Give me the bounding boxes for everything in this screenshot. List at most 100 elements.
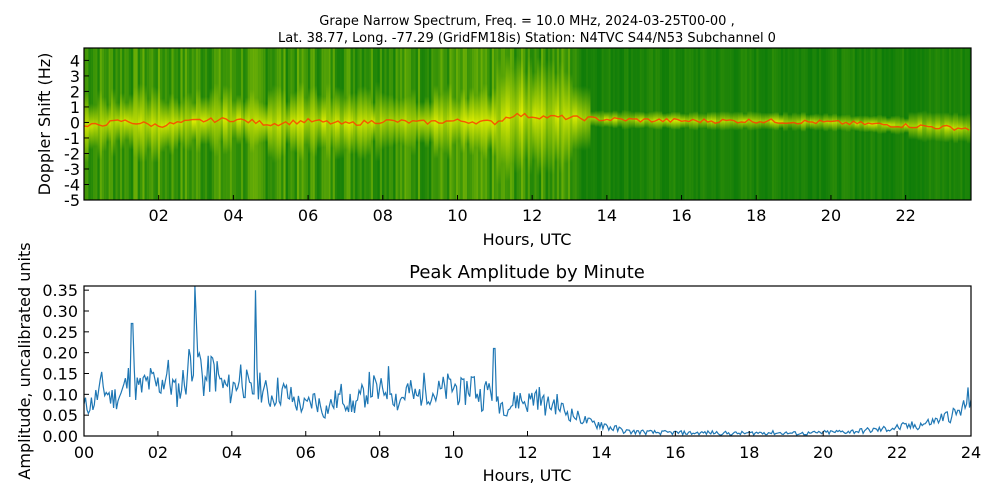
amplitude-y-tick-label: 0.35: [42, 281, 78, 300]
amplitude-chart-title: Peak Amplitude by Minute: [409, 262, 645, 283]
spectrogram-x-ticks: 02 04 06 08 10 12 14 16 18 20 22: [149, 195, 916, 225]
spectrogram-band-column: [828, 114, 833, 131]
spectrogram-band-column: [908, 111, 914, 140]
spectrogram-band-column: [796, 113, 802, 131]
spectrogram-band-column: [357, 86, 362, 160]
amplitude-x-tick-label: 14: [591, 443, 611, 462]
spectrogram-y-tick-label: 0: [70, 113, 80, 132]
spectrogram-band-column: [733, 111, 739, 131]
spectrogram-band-column: [630, 111, 636, 129]
spectrogram-band-column: [84, 91, 89, 163]
spectrogram-band-column: [747, 111, 752, 131]
spectrogram-band-column: [142, 84, 147, 163]
spectrogram-band-column: [128, 93, 134, 150]
spectrogram-band-column: [456, 100, 461, 141]
spectrogram-band-column: [720, 111, 725, 131]
spectrogram-band-column: [966, 113, 971, 144]
spectrogram-x-tick-label: 04: [223, 206, 243, 225]
spectrogram-band-column: [249, 89, 255, 154]
spectrogram-x-tick-label: 14: [597, 206, 617, 225]
spectrogram-band-column: [214, 83, 219, 157]
spectrogram-band-column: [402, 97, 407, 147]
figure-title-line2: Lat. 38.77, Long. -77.29 (GridFM18is) St…: [278, 31, 776, 46]
spectrogram-band-column: [859, 115, 864, 132]
spectrogram-band-column: [482, 83, 488, 161]
amplitude-y-tick-label: 0.15: [42, 365, 78, 384]
spectrogram-band-column: [581, 85, 587, 151]
spectrogram-band-column: [420, 101, 425, 144]
spectrogram-y-label: Doppler Shift (Hz): [35, 53, 54, 196]
spectrogram-band-column: [101, 96, 107, 152]
spectrogram-band-column: [774, 112, 779, 131]
spectrogram-band-column: [792, 112, 797, 132]
figure-title-line1: Grape Narrow Spectrum, Freq. = 10.0 MHz,…: [319, 14, 734, 29]
spectrogram-band-column: [464, 98, 470, 145]
spectrogram-band-column: [895, 115, 900, 135]
spectrogram-band-column: [169, 93, 174, 156]
spectrogram-marks: [84, 48, 971, 200]
spectrogram-band-column: [429, 101, 434, 143]
spectrogram-band-column: [532, 71, 537, 161]
spectrogram-y-tick-label: 4: [70, 51, 80, 70]
spectrogram-band-column: [675, 111, 681, 130]
spectrogram-band-column: [944, 112, 950, 143]
amplitude-y-tick-label: 0.30: [42, 302, 78, 321]
spectrogram-band-column: [384, 94, 389, 148]
spectrogram-band-column: [227, 86, 232, 153]
spectrogram-band-column: [115, 102, 120, 142]
amplitude-x-ticks: 00 02 04 06 08 10 12 14 16 18 20 22 24: [74, 431, 981, 462]
spectrogram-band-column: [702, 113, 708, 129]
spectrogram-band-column: [953, 112, 958, 144]
spectrogram-x-label: Hours, UTC: [483, 230, 572, 249]
spectrogram-band-column: [222, 85, 228, 155]
spectrogram-band-column: [317, 94, 322, 149]
spectrogram-band-column: [276, 85, 282, 162]
spectrogram-band-column: [707, 111, 712, 130]
amplitude-x-tick-label: 02: [148, 443, 168, 462]
spectrogram-band-column: [559, 61, 564, 174]
spectrogram-band-column: [899, 116, 905, 134]
spectrogram-y-tick-label: -2: [64, 144, 80, 163]
spectrogram-band-column: [88, 103, 94, 150]
amplitude-y-tick-label: 0.20: [42, 344, 78, 363]
spectrogram-band-column: [729, 112, 734, 130]
spectrogram-x-tick-label: 02: [149, 206, 169, 225]
spectrogram-band-column: [110, 88, 116, 157]
spectrogram-band-column: [209, 88, 215, 153]
spectrogram-y-tick-label: 3: [70, 67, 80, 86]
spectrogram-band-column: [491, 88, 497, 157]
spectrogram-band-column: [823, 112, 829, 132]
spectrogram-band-column: [550, 59, 555, 175]
spectrogram-band-column: [343, 97, 349, 150]
amplitude-y-ticks: 0.00 0.05 0.100.15 0.20 0.25 0.30 0.35: [42, 281, 89, 446]
spectrogram-band-column: [890, 115, 896, 134]
spectrogram-band-column: [836, 115, 842, 131]
spectrogram-y-tick-label: -1: [64, 129, 80, 148]
amplitude-panel: Peak Amplitude by Minute 00 02 04 06 08 10 12 1…: [15, 242, 981, 485]
spectrogram-band-column: [751, 111, 757, 131]
amplitude-x-tick-label: 04: [222, 443, 242, 462]
spectrogram-band-column: [877, 114, 882, 135]
spectrogram-band-column: [231, 100, 237, 139]
spectrogram-band-column: [913, 112, 918, 140]
amplitude-x-tick-label: 00: [74, 443, 94, 462]
spectrogram-band-column: [523, 71, 528, 160]
spectrogram-x-tick-label: 22: [895, 206, 915, 225]
spectrogram-band-column: [671, 111, 676, 130]
spectrogram-x-tick-label: 20: [821, 206, 841, 225]
spectrogram-band-column: [348, 93, 353, 155]
amplitude-x-tick-label: 20: [813, 443, 833, 462]
spectrogram-band-column: [612, 110, 618, 129]
amplitude-x-tick-label: 24: [961, 443, 981, 462]
spectrogram-band-column: [935, 112, 941, 142]
spectrogram-band-column: [527, 56, 533, 176]
spectrogram-band-column: [173, 97, 179, 150]
spectrogram-band-column: [572, 86, 578, 150]
spectrogram-x-tick-label: 18: [746, 206, 766, 225]
spectrogram-band-column: [715, 111, 721, 130]
amplitude-y-tick-label: 0.00: [42, 427, 78, 446]
spectrogram-band-column: [738, 111, 743, 130]
